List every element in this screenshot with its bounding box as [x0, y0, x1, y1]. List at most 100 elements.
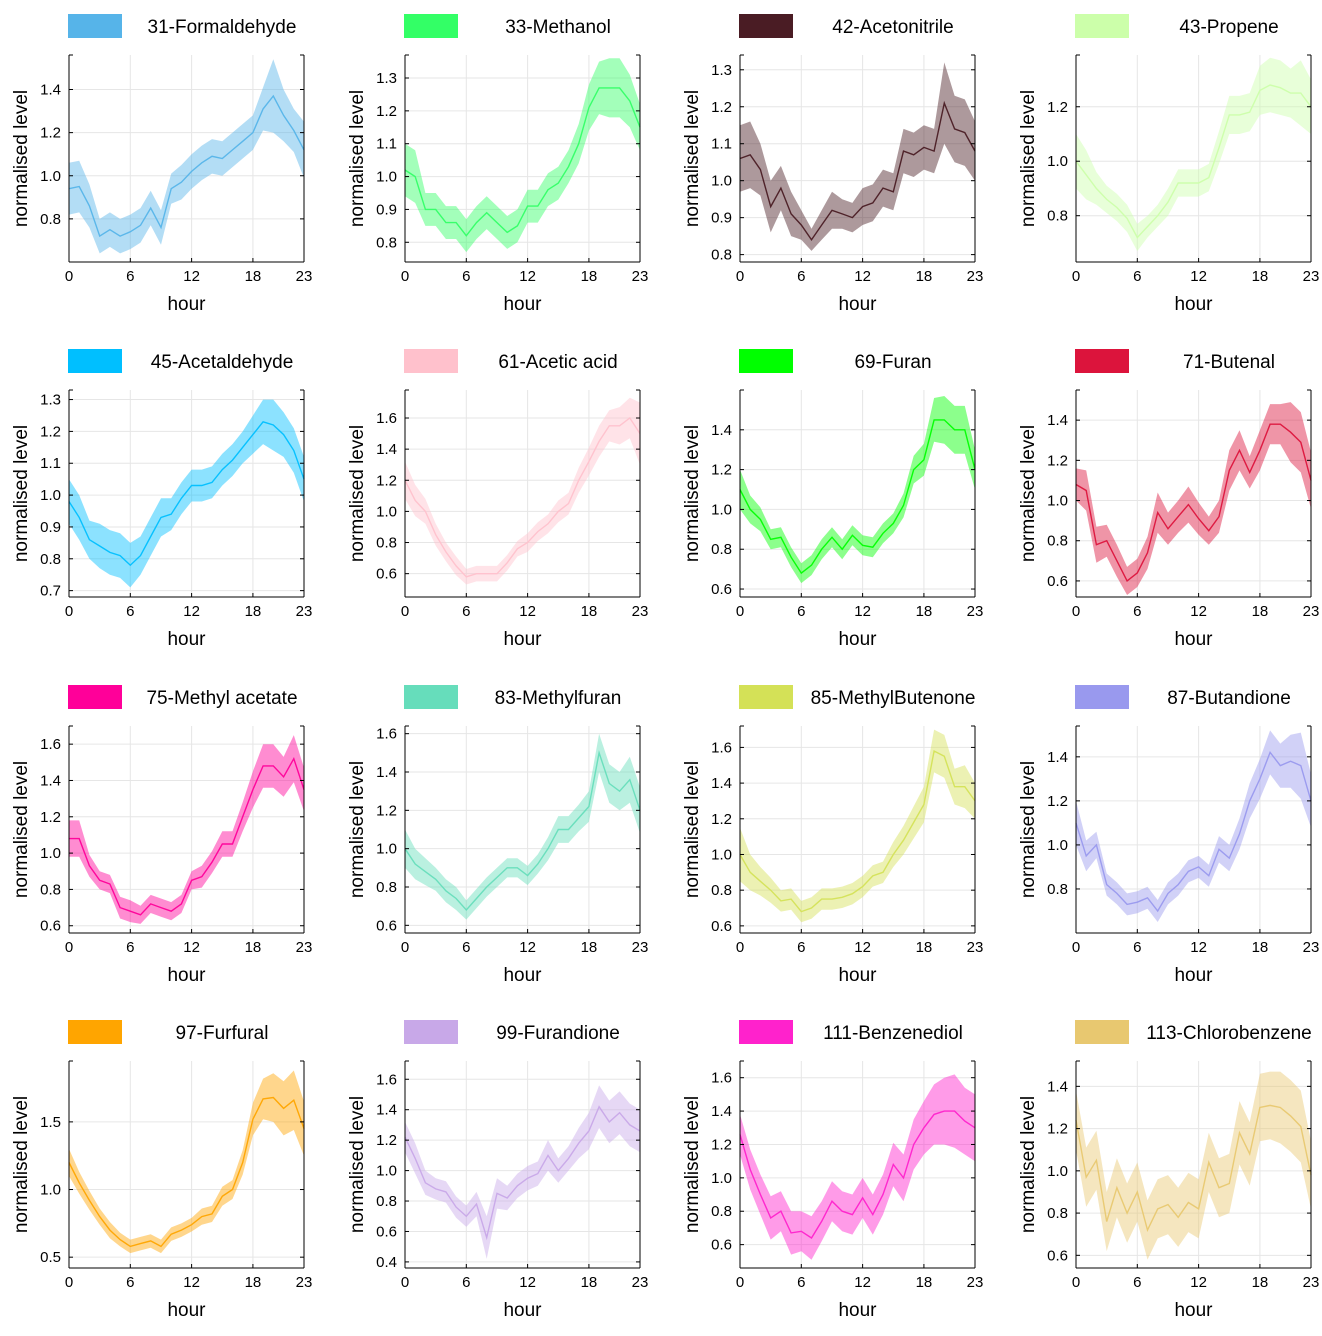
- chart-panel-85-methylbutenone: 85-MethylButenone 0 6 12 18 23 0.6 0.8 1.0 1.2 1.4…: [671, 671, 1001, 1001]
- series-band: [405, 397, 640, 585]
- legend: 31-Formaldehyde: [68, 14, 296, 38]
- x-tick-label: 23: [967, 939, 984, 956]
- legend: 61-Acetic acid: [404, 349, 618, 373]
- legend-label: 87-Butandione: [1167, 688, 1291, 709]
- y-tick-label: 0.6: [711, 1237, 732, 1254]
- x-tick-label: 6: [462, 268, 470, 285]
- y-tick-label: 1.0: [40, 168, 61, 185]
- x-axis-title: hour: [838, 965, 877, 986]
- y-tick-label: 0.9: [40, 519, 61, 536]
- series-band: [1076, 730, 1311, 922]
- x-tick-label: 0: [1072, 603, 1080, 620]
- y-tick-label: 1.2: [376, 472, 397, 489]
- chart-svg: 45-Acetaldehyde 0 6 12 18 23 0.7 0.8 0.9 1.0 1.1 1.…: [11, 349, 312, 650]
- axes: 0 6 12 18 23 0.7 0.8 0.9 1.0 1.1 1.2 1.3: [40, 389, 312, 620]
- legend: 83-Methylfuran: [404, 685, 621, 709]
- x-tick-label: 18: [916, 1274, 933, 1291]
- y-tick-label: 1.1: [711, 136, 732, 153]
- x-tick-label: 18: [1252, 268, 1269, 285]
- x-tick-label: 12: [519, 268, 536, 285]
- legend-swatch: [739, 685, 793, 709]
- y-tick-label: 0.5: [40, 1249, 61, 1266]
- chart-panel-43-propene: 43-Propene 0 6 12 18 23 0.8 1.0 1.2 hour normalise…: [1007, 0, 1322, 330]
- y-tick-label: 0.8: [376, 234, 397, 251]
- y-axis-title: normalised level: [11, 761, 32, 898]
- legend: 42-Acetonitrile: [739, 14, 954, 38]
- legend-label: 111-Benzenediol: [823, 1023, 963, 1044]
- x-tick-label: 0: [736, 939, 744, 956]
- legend-label: 85-MethylButenone: [811, 688, 976, 709]
- chart-panel-113-chlorobenzene: 113-Chlorobenzene 0 6 12 18 23 0.6 0.8 1.0 1.2 1.4…: [1007, 1006, 1322, 1336]
- x-tick-label: 6: [797, 1274, 805, 1291]
- x-tick-label: 0: [65, 603, 73, 620]
- series-line: [404, 750, 641, 912]
- y-tick-label: 1.6: [376, 726, 397, 743]
- series-band: [405, 58, 640, 253]
- y-tick-label: 1.2: [376, 802, 397, 819]
- y-tick-label: 1.5: [40, 1114, 61, 1131]
- y-tick-label: 1.0: [40, 845, 61, 862]
- series-band: [740, 1074, 975, 1260]
- x-axis-title: hour: [503, 294, 542, 315]
- x-tick-label: 0: [65, 1274, 73, 1291]
- y-tick-label: 1.6: [40, 736, 61, 753]
- x-tick-label: 18: [1252, 1274, 1269, 1291]
- chart-svg: 83-Methylfuran 0 6 12 18 23 0.6 0.8 1.0 1.2 1.4 1.6…: [347, 685, 648, 986]
- x-tick-label: 18: [916, 939, 933, 956]
- y-tick-label: 0.8: [40, 211, 61, 228]
- x-axis-title: hour: [167, 1300, 206, 1321]
- legend-swatch: [1075, 14, 1129, 38]
- y-axis-title: normalised level: [347, 425, 368, 562]
- chart-svg: 43-Propene 0 6 12 18 23 0.8 1.0 1.2 hour normalise…: [1018, 14, 1319, 315]
- legend: 99-Furandione: [404, 1020, 620, 1044]
- x-tick-label: 6: [126, 603, 134, 620]
- y-tick-label: 1.2: [711, 99, 732, 116]
- chart-svg: 111-Benzenediol 0 6 12 18 23 0.6 0.8 1.0 1.2 1.4 1.…: [682, 1020, 983, 1321]
- y-tick-label: 0.6: [376, 1223, 397, 1240]
- axes: 0 6 12 18 23 0.8 1.0 1.2 1.4: [1047, 725, 1319, 956]
- series-line: [404, 1105, 641, 1241]
- x-tick-label: 12: [1190, 603, 1207, 620]
- y-axis-title: normalised level: [682, 761, 703, 898]
- x-tick-label: 12: [854, 1274, 871, 1291]
- x-tick-label: 23: [632, 268, 649, 285]
- x-tick-label: 0: [736, 603, 744, 620]
- y-tick-label: 0.8: [1047, 881, 1068, 898]
- chart-svg: 99-Furandione 0 6 12 18 23 0.4 0.6 0.8 1.0 1.2 1.4 1…: [347, 1020, 649, 1321]
- series-band: [740, 729, 975, 923]
- y-tick-label: 1.4: [40, 772, 61, 789]
- y-tick-label: 0.8: [376, 879, 397, 896]
- legend: 33-Methanol: [404, 14, 611, 38]
- series-band: [1076, 1071, 1311, 1260]
- legend-label: 31-Formaldehyde: [148, 17, 297, 38]
- axes: 0 6 12 18 23 0.8 0.9 1.0 1.1 1.2 1.3: [711, 54, 983, 285]
- gridlines: [739, 726, 976, 933]
- x-tick-label: 23: [296, 939, 313, 956]
- series-line: [1075, 750, 1312, 913]
- x-axis-title: hour: [838, 294, 877, 315]
- y-tick-label: 1.0: [1047, 1163, 1068, 1180]
- series-band: [69, 735, 304, 924]
- y-tick-label: 0.8: [1047, 533, 1068, 550]
- y-tick-label: 1.0: [376, 503, 397, 520]
- gridlines: [739, 55, 976, 262]
- legend-swatch: [739, 14, 793, 38]
- series-line: [739, 419, 976, 575]
- series-line: [404, 416, 641, 578]
- x-tick-label: 0: [401, 268, 409, 285]
- x-tick-label: 12: [854, 268, 871, 285]
- y-tick-label: 1.2: [1047, 1121, 1068, 1138]
- x-tick-label: 23: [632, 1274, 649, 1291]
- x-tick-label: 18: [916, 603, 933, 620]
- y-tick-label: 1.0: [1047, 493, 1068, 510]
- legend-swatch: [404, 14, 458, 38]
- series-line: [1075, 1104, 1312, 1232]
- x-tick-label: 6: [797, 939, 805, 956]
- x-tick-label: 18: [245, 603, 262, 620]
- y-axis-title: normalised level: [1018, 425, 1039, 562]
- chart-svg: 42-Acetonitrile 0 6 12 18 23 0.8 0.9 1.0 1.1 1.2 1.…: [682, 14, 983, 315]
- x-tick-label: 18: [581, 939, 598, 956]
- chart-panel-97-furfural: 97-Furfural 0 6 12 18 23 0.5 1.0 1.5 hour normalis…: [0, 1006, 330, 1336]
- y-tick-label: 1.4: [1047, 1078, 1068, 1095]
- axes: 0 6 12 18 23 0.8 1.0 1.2: [1047, 54, 1319, 285]
